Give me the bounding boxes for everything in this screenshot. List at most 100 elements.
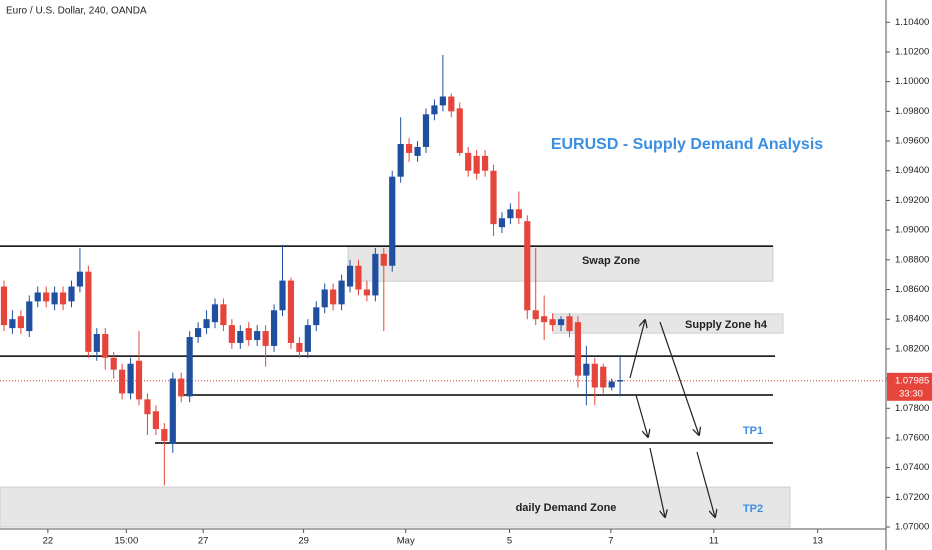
y-tick-label: 1.09400 bbox=[895, 165, 929, 176]
candle-body bbox=[574, 322, 582, 376]
y-tick-label: 1.10400 bbox=[895, 17, 929, 28]
candle-body bbox=[355, 265, 362, 290]
x-tick-label: 15:00 bbox=[114, 536, 138, 547]
candle-body bbox=[161, 429, 168, 441]
arrow bbox=[659, 321, 699, 435]
levels bbox=[0, 245, 886, 444]
candle-body bbox=[93, 334, 100, 352]
candle-body bbox=[211, 304, 219, 323]
candle-body bbox=[135, 360, 143, 400]
y-tick-label: 1.07400 bbox=[895, 462, 929, 473]
x-tick-label: 11 bbox=[709, 536, 719, 547]
x-tick-label: 5 bbox=[507, 536, 512, 547]
candle-body bbox=[448, 96, 455, 112]
candle-body bbox=[406, 144, 413, 153]
candle-body bbox=[465, 152, 472, 171]
arrows bbox=[629, 320, 715, 517]
candle-body bbox=[34, 292, 41, 302]
y-tick-label: 1.07800 bbox=[895, 403, 929, 414]
candle-body bbox=[304, 325, 311, 352]
y-tick-label: 1.07000 bbox=[895, 522, 929, 533]
candle-body bbox=[541, 316, 548, 323]
candle-body bbox=[43, 292, 50, 302]
x-tick-label: 7 bbox=[608, 536, 613, 547]
candle-body bbox=[144, 399, 151, 415]
x-tick-label: 13 bbox=[812, 536, 823, 547]
candle-body bbox=[583, 363, 590, 376]
candle-body bbox=[338, 280, 345, 305]
target-label: TP2 bbox=[743, 503, 763, 515]
candle-body bbox=[549, 319, 556, 326]
y-tick-label: 1.10200 bbox=[895, 46, 929, 57]
y-tick-label: 1.08600 bbox=[895, 284, 929, 295]
candle-body bbox=[194, 328, 202, 338]
candle-body bbox=[591, 363, 598, 388]
candle-body bbox=[26, 301, 33, 332]
candle-body bbox=[498, 218, 506, 228]
y-tick-label: 1.09600 bbox=[895, 136, 929, 147]
zone-label: daily Demand Zone bbox=[516, 502, 617, 514]
candle-body bbox=[169, 378, 176, 444]
candle-body bbox=[17, 316, 24, 329]
candle-body bbox=[313, 307, 320, 326]
y-tick-label: 1.07600 bbox=[895, 432, 929, 443]
arrow bbox=[629, 320, 645, 379]
candle-body bbox=[473, 155, 480, 174]
arrow bbox=[635, 394, 648, 437]
candle-body bbox=[566, 316, 573, 332]
candle-body bbox=[532, 310, 539, 320]
zone bbox=[347, 245, 774, 282]
candle-body bbox=[431, 105, 438, 115]
x-tick-label: 29 bbox=[298, 536, 309, 547]
candle-body bbox=[0, 286, 8, 326]
candle-body bbox=[363, 289, 371, 296]
last-price-label: 1.07985 bbox=[895, 375, 929, 386]
candle-body bbox=[557, 319, 565, 326]
candle-body bbox=[178, 378, 185, 397]
countdown: 33:30 bbox=[899, 388, 923, 399]
candle-body bbox=[51, 292, 58, 305]
zones bbox=[0, 245, 791, 528]
candle-body bbox=[102, 334, 109, 358]
candle-body bbox=[203, 319, 210, 329]
candle-body bbox=[59, 292, 67, 305]
candle-body bbox=[481, 155, 489, 171]
zone bbox=[0, 486, 791, 528]
y-tick-label: 1.07200 bbox=[895, 492, 929, 503]
candle-body bbox=[279, 280, 286, 311]
candle-body bbox=[617, 380, 624, 382]
candles bbox=[0, 54, 624, 486]
candle-body bbox=[456, 108, 463, 153]
candle-body bbox=[515, 209, 522, 219]
candle-body bbox=[346, 265, 354, 287]
zone-label: Swap Zone bbox=[582, 255, 640, 267]
y-tick-label: 1.09800 bbox=[895, 106, 929, 117]
header: Euro / U.S. Dollar, 240, OANDA bbox=[6, 6, 147, 17]
candle-body bbox=[270, 310, 278, 346]
candle-body bbox=[330, 289, 337, 305]
candle-body bbox=[9, 319, 16, 329]
candle-body bbox=[68, 286, 75, 302]
candle-body bbox=[85, 271, 92, 352]
candle-body bbox=[439, 96, 446, 106]
target-label: TP1 bbox=[743, 425, 763, 437]
candle-body bbox=[245, 328, 252, 340]
y-tick-label: 1.09200 bbox=[895, 195, 929, 206]
candle-body bbox=[524, 221, 531, 311]
axes: 1.070001.072001.074001.076001.078001.080… bbox=[43, 17, 932, 547]
candle-body bbox=[287, 280, 295, 343]
candle-body bbox=[127, 363, 134, 394]
candle-body bbox=[600, 366, 607, 388]
candle-body bbox=[237, 331, 244, 343]
y-tick-label: 1.08400 bbox=[895, 314, 929, 325]
candle-body bbox=[321, 289, 328, 308]
candle-body bbox=[414, 146, 421, 156]
candle-body bbox=[186, 337, 193, 397]
y-tick-label: 1.08200 bbox=[895, 343, 929, 354]
candle-body bbox=[262, 331, 269, 346]
zone-label: Supply Zone h4 bbox=[685, 319, 768, 331]
candle-body bbox=[490, 170, 497, 225]
candle-body bbox=[507, 209, 514, 219]
x-tick-label: 22 bbox=[43, 536, 54, 547]
